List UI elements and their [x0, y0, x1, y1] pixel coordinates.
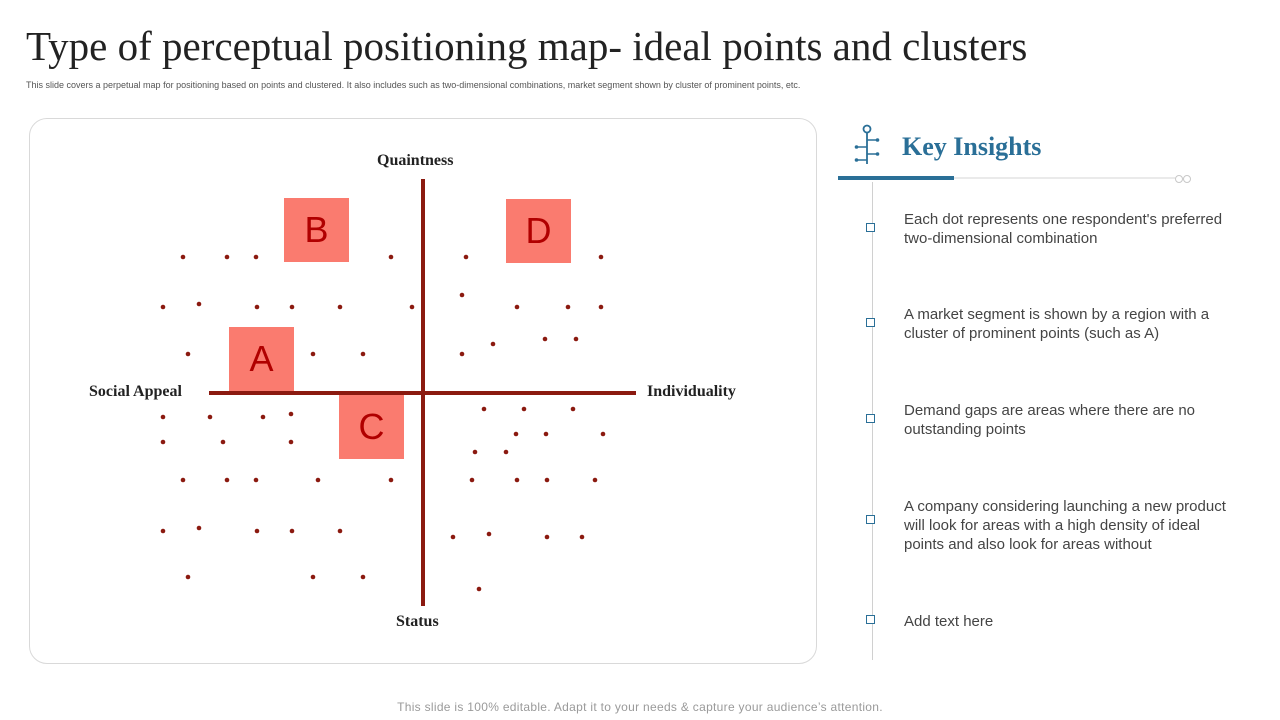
branch-timeline-icon — [854, 124, 880, 164]
respondent-dot — [337, 528, 343, 534]
respondent-dot — [388, 477, 394, 483]
respondent-dot — [360, 351, 366, 357]
respondent-dot — [388, 254, 394, 260]
respondent-dot — [196, 301, 202, 307]
respondent-dot — [253, 254, 259, 260]
axis-label-bottom: Status — [396, 613, 439, 630]
key-insights-title: Key Insights — [902, 132, 1042, 161]
respondent-dot — [579, 534, 585, 540]
cluster-label: C — [358, 406, 385, 447]
respondent-dot — [598, 304, 604, 310]
respondent-dot — [315, 477, 321, 483]
respondent-dot — [160, 304, 166, 310]
respondent-dot — [544, 477, 550, 483]
cluster-a: A — [229, 327, 294, 391]
square-bullet-icon — [866, 414, 875, 423]
respondent-dot — [592, 477, 598, 483]
positioning-map — [160, 179, 636, 606]
cluster-d: D — [506, 199, 571, 263]
respondent-dot — [490, 341, 496, 347]
respondent-dot — [207, 414, 213, 420]
respondent-dot — [543, 431, 549, 437]
axis-label-right: Individuality — [647, 383, 736, 400]
square-bullet-icon — [866, 223, 875, 232]
respondent-dot — [542, 336, 548, 342]
respondent-dot — [180, 254, 186, 260]
respondent-dot — [459, 292, 465, 298]
slide-footer: This slide is 100% editable. Adapt it to… — [397, 700, 883, 714]
insight-text: Add text here — [904, 613, 994, 630]
slide-title: Type of perceptual positioning map- idea… — [26, 23, 1028, 69]
insights-divider — [838, 175, 1191, 183]
respondent-dot — [481, 406, 487, 412]
respondent-dot — [310, 351, 316, 357]
respondent-dot — [503, 449, 509, 455]
respondent-dot — [544, 534, 550, 540]
respondent-dot — [600, 431, 606, 437]
cluster-label: A — [249, 338, 274, 379]
positioning-map-panel: Quaintness Status Social Appeal Individu… — [29, 118, 817, 664]
respondent-dot — [160, 528, 166, 534]
cluster-label: D — [525, 210, 552, 251]
respondent-dot — [185, 574, 191, 580]
square-bullet-icon — [866, 318, 875, 327]
respondent-dot — [160, 439, 166, 445]
respondent-dot — [570, 406, 576, 412]
respondent-dot — [472, 449, 478, 455]
respondent-dot — [180, 477, 186, 483]
respondent-dot — [254, 304, 260, 310]
respondent-dot — [160, 414, 166, 420]
respondent-dot — [476, 586, 482, 592]
respondent-dot — [459, 351, 465, 357]
respondent-dot — [288, 439, 294, 445]
respondent-dot — [573, 336, 579, 342]
respondent-dot — [513, 431, 519, 437]
respondent-dot — [289, 528, 295, 534]
respondent-dot — [521, 406, 527, 412]
respondent-dot — [288, 411, 294, 417]
respondent-dot — [224, 254, 230, 260]
square-bullet-icon — [866, 615, 875, 624]
respondent-dot — [598, 254, 604, 260]
insight-text: Demand gaps are areas where there are no… — [904, 402, 1196, 438]
respondent-dot — [337, 304, 343, 310]
insight-text: A company considering launching a new pr… — [904, 498, 1226, 553]
insight-text: A market segment is shown by a region wi… — [904, 306, 1210, 342]
cluster-label: B — [304, 209, 329, 250]
respondent-dot — [450, 534, 456, 540]
respondent-dot — [486, 531, 492, 537]
respondent-dot — [289, 304, 295, 310]
respondent-dot — [409, 304, 415, 310]
axis-label-top: Quaintness — [377, 152, 454, 169]
cluster-b: B — [284, 198, 349, 262]
slide-subtitle: This slide covers a perpetual map for po… — [26, 80, 801, 90]
respondent-dot — [310, 574, 316, 580]
insight-text: Each dot represents one respondent's pre… — [904, 211, 1223, 247]
respondent-dot — [469, 477, 475, 483]
respondent-dot — [253, 477, 259, 483]
respondent-dot — [224, 477, 230, 483]
respondent-dot — [260, 414, 266, 420]
cluster-c: C — [339, 395, 404, 459]
respondent-dot — [514, 477, 520, 483]
respondent-dot — [220, 439, 226, 445]
respondent-dot — [254, 528, 260, 534]
axis-label-left: Social Appeal — [89, 383, 182, 400]
respondent-dot — [185, 351, 191, 357]
dots-layer — [160, 254, 606, 592]
respondent-dot — [196, 525, 202, 531]
square-bullet-icon — [866, 515, 875, 524]
respondent-dot — [565, 304, 571, 310]
respondent-dot — [360, 574, 366, 580]
respondent-dot — [514, 304, 520, 310]
respondent-dot — [463, 254, 469, 260]
